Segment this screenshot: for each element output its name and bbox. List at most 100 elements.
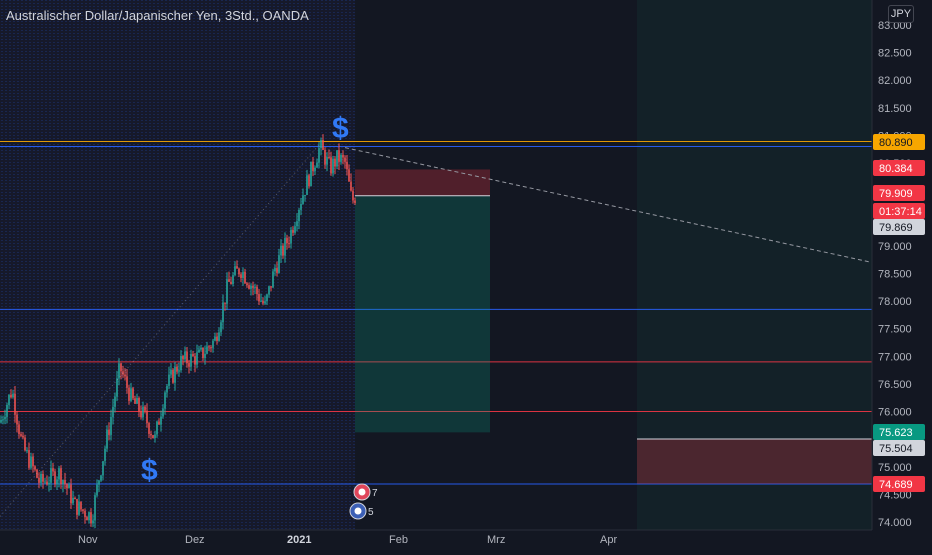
candle-body [120,363,122,372]
candle-body [300,203,302,210]
candle-body [102,461,104,476]
candle-body [142,406,144,418]
price-tag [873,185,925,201]
candle-body [124,374,126,377]
range-box[interactable] [637,438,872,484]
candle-body [330,157,332,174]
candle-body [198,349,200,353]
candle-body [184,351,186,360]
price-tick-label: 82.000 [878,75,912,87]
price-tick-label: 78.500 [878,269,912,281]
candle-body [256,286,258,295]
candle-body [0,420,2,423]
candle-body [126,376,128,388]
candle-body [150,433,152,436]
candle-body [64,480,66,485]
candle-body [190,354,192,367]
candle-body [292,229,294,233]
dollar-marker-low[interactable]: $ [141,454,158,487]
time-axis[interactable] [0,530,872,550]
candle-body [122,371,124,375]
candle-body [104,448,106,462]
price-axis[interactable] [872,0,932,550]
candle-body [170,369,172,375]
candle-body [310,161,312,187]
candle-body [348,169,350,182]
candle-body [346,161,348,170]
candle-body [86,517,88,521]
price-tick-label: 74.000 [878,517,912,529]
candle-body [34,466,36,470]
candle-body [12,393,14,398]
candle-body [280,245,282,256]
candle-body [128,387,130,401]
candle-body [152,435,154,439]
candle-body [54,471,56,485]
candle-body [318,148,320,163]
currency-button[interactable]: JPY [888,5,914,23]
candle-body [234,266,236,276]
candle-body [326,156,328,165]
candle-body [296,221,298,227]
candle-body [92,520,94,524]
candle-body [222,302,224,323]
candle-body [254,286,256,288]
candle-body [196,352,198,365]
stop-loss-zone[interactable] [355,169,490,196]
candle-body [278,255,280,273]
candle-body [168,374,170,386]
history-region [0,0,355,530]
candle-body [238,268,240,275]
event-count-label: 5 [368,507,374,518]
price-tick-label: 77.500 [878,324,912,336]
candle-body [302,195,304,204]
candle-body [118,363,120,379]
candle-body [78,501,80,515]
candle-body [24,437,26,451]
candle-body [186,351,188,364]
candle-body [262,300,264,304]
candle-body [158,421,160,425]
candle-body [328,156,330,158]
price-tag-label: 79.909 [879,188,913,200]
trend-line[interactable] [344,147,873,263]
candle-body [82,509,84,511]
time-tick-label: Dez [185,534,205,546]
candle-body [212,340,214,348]
candle-body [200,347,202,350]
candle-body [112,406,114,418]
price-tick-label: 74.500 [878,489,912,501]
price-tag [873,476,925,492]
candle-body [354,200,356,203]
candle-body [70,484,72,504]
take-profit-zone[interactable] [355,195,490,433]
dollar-marker-high[interactable]: $ [332,112,349,145]
candle-body [250,285,252,289]
price-tick-label: 76.000 [878,407,912,419]
candle-body [344,157,346,162]
symbol-title[interactable]: Australischer Dollar/Japanischer Yen, 3S… [6,8,309,23]
candle-body [324,149,326,165]
candle-body [316,162,318,168]
candle-body [194,356,196,365]
candle-body [4,416,6,420]
candle-body [56,479,58,485]
time-tick-label: Feb [389,534,408,546]
candle-body [272,271,274,288]
candle-body [334,158,336,167]
event-count-label: 7 [372,488,378,499]
candle-body [322,140,324,150]
candle-body [160,416,162,425]
candle-body [98,480,100,485]
candle-body [270,286,272,288]
candle-body [176,366,178,372]
candle-body [32,456,34,467]
candle-body [188,363,190,367]
candle-body [40,473,42,483]
candle-body [258,294,260,302]
price-tick-label: 79.000 [878,241,912,253]
candle-body [174,366,176,383]
candle-body [68,484,70,489]
